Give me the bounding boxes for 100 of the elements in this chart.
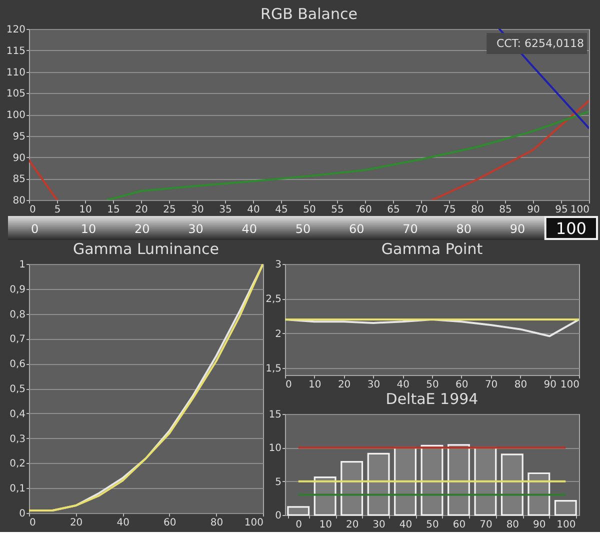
x-tick-label: 95 [555,204,568,216]
y-tick-label: 90 [12,152,26,164]
x-tick-label: 60 [456,380,468,390]
y-tick-label: 5 [275,476,282,488]
bar [554,500,577,516]
y-tick-label: 0,1 [10,484,26,495]
x-tick-label: 60 [359,204,372,216]
x-tick-label: 50 [426,380,439,390]
x-tick-label: 50 [426,520,439,530]
x-tick-label: 70 [480,520,492,530]
y-tick-label: 0,8 [10,309,26,320]
x-tick-label: 80 [506,520,520,530]
text: 30 [188,222,204,236]
y-tick-label: 2 [275,328,282,340]
y-tick-label: 105 [6,88,26,100]
x-tick-label: 90 [533,520,546,530]
x-tick-label: 5 [54,204,61,216]
x-tick-label: 40 [116,518,130,528]
y-tick-label: 0,7 [10,334,26,346]
x-tick-label: 100 [560,380,580,390]
x-tick-label: 40 [396,380,410,390]
x-tick-label: 0 [30,204,36,216]
x-tick-label: 10 [308,380,322,390]
y-tick-label: 0,4 [10,408,26,420]
y-tick-label: 3 [275,260,282,270]
x-tick-label: 70 [415,204,428,216]
x-tick-label: 100 [556,520,576,530]
x-tick-label: 100 [244,518,264,528]
x-tick-label: 30 [367,380,380,390]
text: 10 [80,222,96,236]
y-tick-label: 2,5 [266,294,282,306]
x-tick-label: 65 [387,204,400,216]
annotation: CCT: 6254,0118 [496,37,584,50]
x-tick-label: 85 [499,204,512,216]
y-tick-label: 1,5 [266,364,282,375]
bar [367,452,390,516]
x-tick-label: 20 [70,518,83,528]
x-tick-label: 90 [544,380,556,390]
x-tick-label: 80 [514,380,528,390]
bar [474,446,497,516]
text: 60 [348,222,364,236]
y-tick-label: 0,3 [10,434,26,445]
x-tick-label: 45 [275,204,288,216]
x-tick-label: 0 [296,520,302,530]
bar [340,461,364,516]
y-tick-label: 120 [6,24,26,36]
bar [448,444,470,516]
x-tick-label: 55 [331,204,344,216]
y-tick-label: 0,2 [10,458,26,470]
x-tick-label: 40 [247,204,260,216]
chart-title: Gamma Luminance [72,240,220,258]
y-tick-label: 1 [19,260,26,270]
y-tick-label: 110 [6,67,26,78]
bar [394,446,416,516]
x-tick-label: 60 [164,518,176,528]
x-tick-label: 30 [191,204,204,216]
x-tick-label: 70 [484,380,498,390]
x-tick-label: 10 [79,204,92,216]
x-tick-label: 60 [452,520,466,530]
chart-title: Gamma Point [381,240,483,258]
x-tick-label: 20 [135,204,148,216]
text: 0 [31,222,39,236]
line-series [29,264,263,512]
y-tick-label: 0 [19,508,26,520]
x-tick-label: 50 [303,204,316,216]
y-tick-label: 0,5 [10,384,26,395]
text: 40 [242,222,258,236]
text: 100 [556,219,586,238]
x-tick-label: 75 [443,204,456,216]
x-tick-label: 90 [527,204,540,216]
bar [287,506,310,516]
text: 70 [402,222,418,236]
y-tick-label: 85 [12,174,26,186]
y-tick-label: 15 [268,410,282,420]
x-tick-label: 10 [319,520,332,530]
x-tick-label: 25 [163,204,176,216]
bar [528,472,550,516]
x-tick-label: 35 [219,204,232,216]
x-tick-label: 80 [471,204,484,216]
text: 80 [456,222,472,236]
y-tick-label: 115 [6,46,26,57]
x-tick-label: 20 [346,520,359,530]
line-series [106,110,589,200]
bar [500,454,524,516]
y-tick-label: 0 [275,510,282,522]
x-tick-label: 15 [107,204,120,216]
text: 90 [510,222,526,236]
bar [420,444,444,516]
x-tick-label: 30 [372,520,386,530]
x-tick-label: 100 [570,204,590,216]
y-tick-label: 80 [12,196,26,206]
text: 50 [295,222,311,236]
x-tick-label: 40 [399,520,412,530]
x-tick-label: 0 [30,518,36,528]
text: 20 [134,222,150,236]
y-tick-label: 0,9 [10,284,26,296]
y-tick-label: 95 [12,131,26,142]
x-tick-label: 80 [210,518,224,528]
y-tick-label: 100 [6,110,26,121]
y-tick-label: 10 [268,443,282,454]
